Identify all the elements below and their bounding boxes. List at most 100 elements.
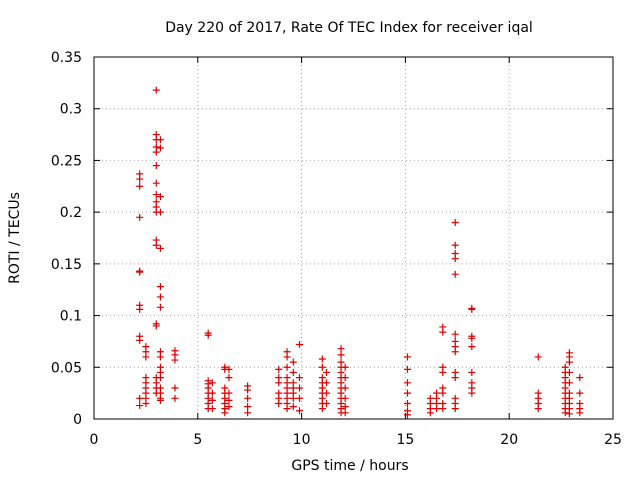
data-point	[225, 374, 233, 382]
data-point	[403, 389, 411, 397]
data-point	[403, 399, 411, 407]
data-point	[244, 386, 252, 394]
data-point	[468, 343, 476, 351]
data-point	[156, 244, 164, 252]
data-point	[152, 86, 160, 94]
data-point	[221, 409, 229, 417]
data-point	[136, 175, 144, 183]
data-point	[451, 348, 459, 356]
data-point	[576, 409, 584, 417]
y-axis-label: ROTI / TECUs	[7, 192, 23, 284]
data-point	[156, 208, 164, 216]
data-point	[337, 345, 345, 353]
y-tick-label: 0.25	[51, 153, 82, 169]
data-point	[136, 336, 144, 344]
data-point	[204, 331, 212, 339]
data-point	[171, 356, 179, 364]
x-axis-label: GPS time / hours	[291, 458, 408, 474]
data-point	[136, 394, 144, 402]
data-point	[534, 353, 542, 361]
data-point	[341, 409, 349, 417]
data-point	[296, 407, 304, 415]
y-tick-label: 0	[73, 412, 82, 428]
data-point	[275, 379, 283, 387]
data-point	[208, 405, 216, 413]
data-point	[323, 379, 331, 387]
data-point	[171, 384, 179, 392]
data-point	[152, 191, 160, 199]
data-point	[156, 193, 164, 201]
data-point	[152, 162, 160, 170]
data-point	[289, 394, 297, 402]
y-tick-label: 0.2	[60, 205, 82, 221]
data-point	[156, 396, 164, 404]
x-tick-label: 0	[90, 432, 99, 448]
data-point	[296, 384, 304, 392]
data-point	[565, 358, 573, 366]
data-point	[439, 389, 447, 397]
y-tick-label: 0.35	[51, 50, 82, 66]
x-tick-label: 10	[293, 432, 311, 448]
data-point	[341, 394, 349, 402]
data-point	[225, 365, 233, 373]
data-point	[433, 405, 441, 413]
data-point	[225, 403, 233, 411]
data-point	[225, 396, 233, 404]
data-point	[565, 379, 573, 387]
y-tick-label: 0.15	[51, 257, 82, 273]
x-tick-labels: 0 5 10 15 20 25	[90, 432, 622, 448]
data-point	[561, 409, 569, 417]
data-point	[244, 394, 252, 402]
data-point	[289, 368, 297, 376]
data-point	[451, 255, 459, 263]
data-point	[451, 218, 459, 226]
data-point	[156, 136, 164, 144]
data-point	[451, 374, 459, 382]
axis-ticks	[93, 56, 614, 420]
data-point	[565, 368, 573, 376]
data-point	[152, 241, 160, 249]
data-point	[156, 283, 164, 291]
data-point	[439, 328, 447, 336]
data-point	[468, 389, 476, 397]
data-points	[136, 86, 584, 419]
data-point	[341, 363, 349, 371]
data-point	[136, 402, 144, 410]
data-point	[283, 353, 291, 361]
data-point	[275, 399, 283, 407]
data-point	[289, 403, 297, 411]
data-point	[152, 179, 160, 187]
data-point	[225, 389, 233, 397]
y-tick-label: 0.1	[60, 309, 82, 325]
data-point	[451, 241, 459, 249]
data-point	[296, 341, 304, 349]
data-point	[468, 334, 476, 342]
data-point	[152, 322, 160, 330]
data-point	[142, 353, 150, 361]
data-point	[451, 405, 459, 413]
data-point	[341, 374, 349, 382]
x-tick-label: 20	[500, 432, 518, 448]
plot-frame	[93, 56, 614, 420]
data-point	[152, 148, 160, 156]
y-tick-labels: 0 0.05 0.1 0.15 0.2 0.25 0.3 0.35	[51, 50, 82, 428]
data-point	[323, 389, 331, 397]
data-point	[296, 394, 304, 402]
chart-title: Day 220 of 2017, Rate Of TEC Index for r…	[165, 20, 533, 36]
x-tick-label: 5	[193, 432, 202, 448]
data-point	[403, 365, 411, 373]
data-point	[208, 379, 216, 387]
data-point	[156, 374, 164, 382]
data-point	[403, 353, 411, 361]
data-point	[576, 374, 584, 382]
data-point	[323, 399, 331, 407]
data-point	[534, 405, 542, 413]
data-point	[337, 351, 345, 359]
data-point	[318, 363, 326, 371]
data-point	[451, 330, 459, 338]
grid-lines	[94, 57, 613, 419]
data-point	[283, 363, 291, 371]
data-point	[275, 365, 283, 373]
